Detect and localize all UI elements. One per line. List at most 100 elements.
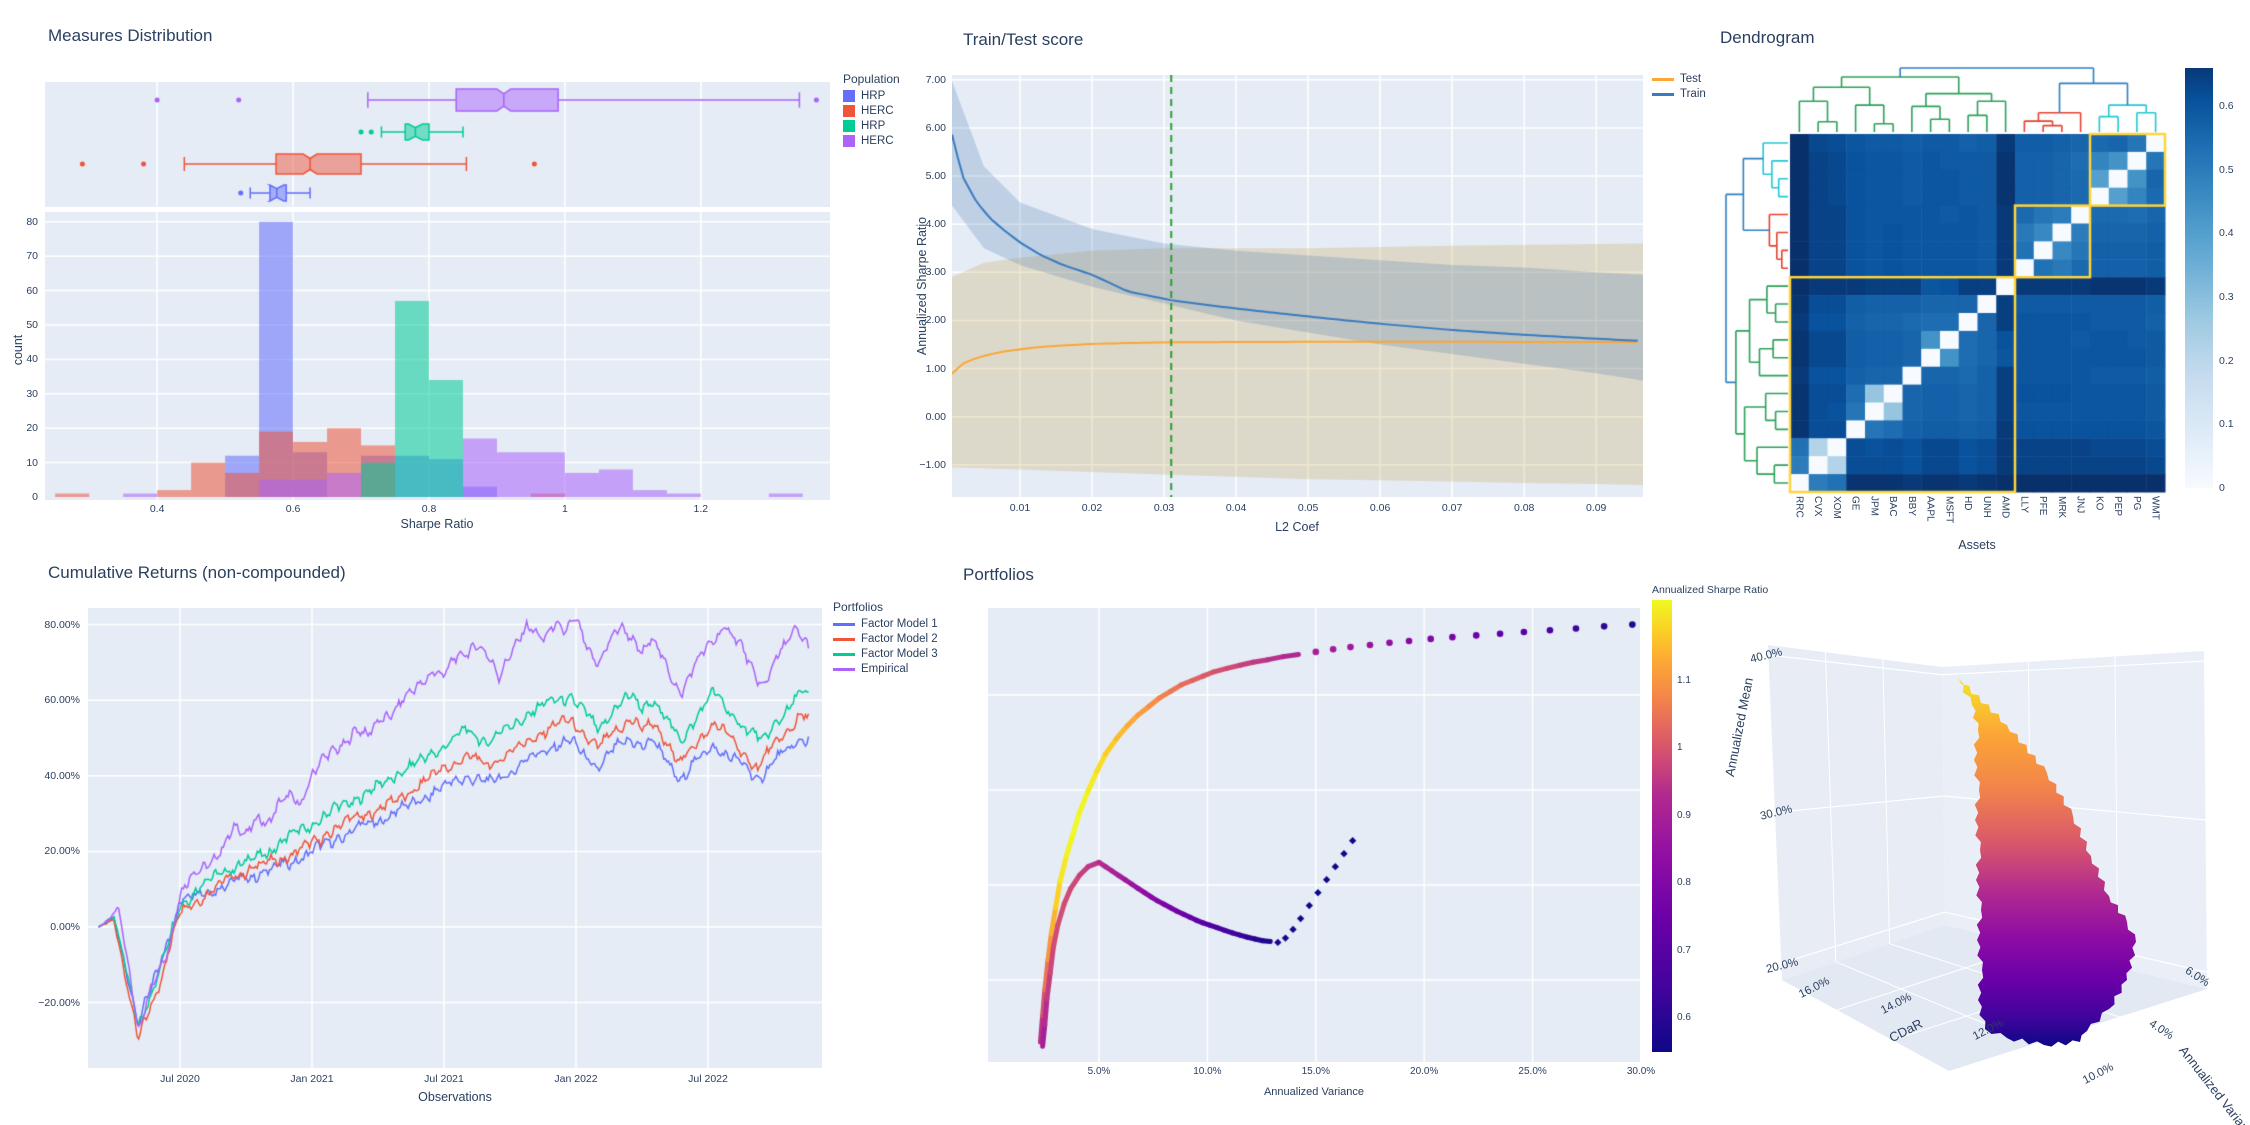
factor-model-2-swatch-icon [833, 637, 855, 641]
tick-label: 0.09 [1585, 502, 1607, 514]
tick-label: 0 [32, 491, 38, 503]
surface-3d-svg[interactable] [1690, 600, 2250, 1125]
tick-label: 0.08 [1513, 502, 1535, 514]
legend-label: HERC [861, 105, 894, 117]
tick-label: 1.1 [1677, 674, 1691, 686]
train-test-plot-canvas[interactable] [952, 75, 1643, 497]
histogram-canvas[interactable] [45, 212, 830, 500]
asset-tick-label: AAPL [1924, 496, 1936, 522]
legend-label: Test [1680, 73, 1702, 85]
legend-label: Factor Model 3 [861, 648, 938, 660]
asset-tick-label: BBY [1905, 496, 1917, 517]
tick-label: 10 [26, 456, 38, 469]
legend-item-test[interactable]: Test [1652, 73, 1706, 85]
portfolios-colorbar[interactable] [1652, 600, 1672, 1052]
asset-tick-label: RRC [1793, 496, 1805, 518]
tick-label: 0.4 [149, 503, 165, 515]
tick-label: 4.00 [925, 218, 946, 231]
asset-tick-label: XOM [1830, 496, 1842, 519]
tick-label: 6.00 [925, 121, 946, 134]
dendrogram-colorbar[interactable] [2185, 68, 2213, 488]
portfolios-colorbar-title: Annualized Sharpe Ratio [1652, 584, 1769, 596]
legend-label: HRP [861, 120, 886, 132]
tick-label: 20.0% [1410, 1066, 1439, 1077]
legend-label: Train [1680, 88, 1706, 100]
tick-label: 20.00% [44, 845, 80, 858]
tick-label: 0.8 [421, 503, 437, 515]
legend-item-factor-model-3[interactable]: Factor Model 3 [833, 648, 938, 660]
legend-item-herc-purple[interactable]: HERC [843, 135, 900, 147]
tick-label: 0.03 [1153, 502, 1175, 514]
tick-label: Jan 2022 [554, 1073, 598, 1085]
asset-tick-label: WMT [2149, 496, 2161, 520]
tick-label: 0.00 [925, 410, 946, 423]
tick-label: 25.0% [1518, 1066, 1547, 1077]
efficient-frontier-surface[interactable] [1958, 678, 2136, 1047]
factor-model-1-swatch-icon [833, 622, 855, 626]
tick-label: Jul 2020 [160, 1073, 200, 1085]
surface-3d-plot[interactable] [1690, 600, 2250, 1125]
tick-label: 7.00 [925, 73, 946, 86]
asset-tick-label: PG [2130, 496, 2142, 511]
factor-model-3-swatch-icon [833, 652, 855, 656]
legend-label: Empirical [861, 663, 909, 675]
tick-label: 0.02 [1081, 502, 1103, 514]
measures-xaxis-label: Sharpe Ratio [400, 517, 474, 531]
legend-item-hrp-green[interactable]: HRP [843, 120, 900, 132]
tick-label: 0.06 [1369, 502, 1391, 514]
tick-label: 2.00 [925, 314, 946, 327]
portfolios-title: Portfolios [963, 565, 1034, 584]
legend-item-factor-model-2[interactable]: Factor Model 2 [833, 633, 938, 645]
test-line-swatch-icon [1652, 77, 1674, 81]
tick-label: 0.2 [2219, 354, 2234, 367]
measures-yaxis-label: count [11, 334, 25, 366]
tick-label: 0.04 [1225, 502, 1247, 514]
tick-label: 0.9 [1677, 809, 1691, 821]
tick-label: 20 [26, 422, 38, 435]
train-test-yaxis-label: Annualized Sharpe Ratio [915, 216, 929, 356]
tick-label: 0.6 [2219, 100, 2234, 113]
population-legend[interactable]: Population HRP HERC HRP HERC [843, 72, 900, 150]
cumulative-returns-title: Cumulative Returns (non-compounded) [48, 563, 346, 582]
portfolios-scatter-canvas[interactable] [988, 608, 1640, 1062]
tick-label: 0.4 [2219, 227, 2234, 240]
legend-label: Factor Model 1 [861, 618, 938, 630]
population-legend-title: Population [843, 72, 900, 86]
train-test-legend[interactable]: Test Train [1652, 70, 1706, 103]
herc-red-swatch-icon [843, 105, 855, 117]
tick-label: 0.6 [285, 503, 301, 515]
tick-label: 0.00% [50, 921, 80, 933]
portfolios-legend[interactable]: Portfolios Factor Model 1 Factor Model 2… [833, 600, 938, 678]
dendrogram-heatmap-canvas[interactable] [1712, 60, 2172, 500]
tick-label: 1.00 [925, 362, 946, 375]
tick-label: 3.00 [925, 266, 946, 279]
tick-label: 70 [26, 250, 38, 263]
legend-item-train[interactable]: Train [1652, 88, 1706, 100]
legend-item-factor-model-1[interactable]: Factor Model 1 [833, 618, 938, 630]
asset-tick-label: PEP [2112, 496, 2124, 517]
legend-item-empirical[interactable]: Empirical [833, 663, 938, 675]
legend-item-herc-red[interactable]: HERC [843, 105, 900, 117]
tick-label: 60.00% [44, 694, 80, 707]
tick-label: Jan 2021 [290, 1073, 334, 1085]
dendrogram-title: Dendrogram [1720, 28, 1815, 47]
tick-label: 1 [1677, 742, 1683, 754]
tick-label: 0.07 [1441, 502, 1463, 514]
train-line-swatch-icon [1652, 92, 1674, 96]
asset-tick-label: HD [1962, 496, 1974, 511]
tick-label: 50 [26, 319, 38, 331]
tick-label: 1.2 [693, 503, 709, 515]
box-plot-canvas[interactable] [45, 82, 830, 207]
tick-label: 10.0% [1193, 1066, 1222, 1077]
cumulative-returns-plot-canvas[interactable] [88, 608, 822, 1068]
tick-label: 30 [26, 387, 38, 400]
legend-item-hrp-blue[interactable]: HRP [843, 90, 900, 102]
asset-tick-label: CVX [1812, 496, 1824, 517]
measures-title: Measures Distribution [48, 26, 213, 45]
tick-label: 30.0% [1626, 1066, 1656, 1077]
asset-tick-label: PFE [2037, 496, 2049, 516]
tick-label: 0.05 [1297, 502, 1319, 514]
train-test-xaxis-label: L2 Coef [1275, 520, 1319, 534]
tick-label: 80 [26, 215, 38, 228]
